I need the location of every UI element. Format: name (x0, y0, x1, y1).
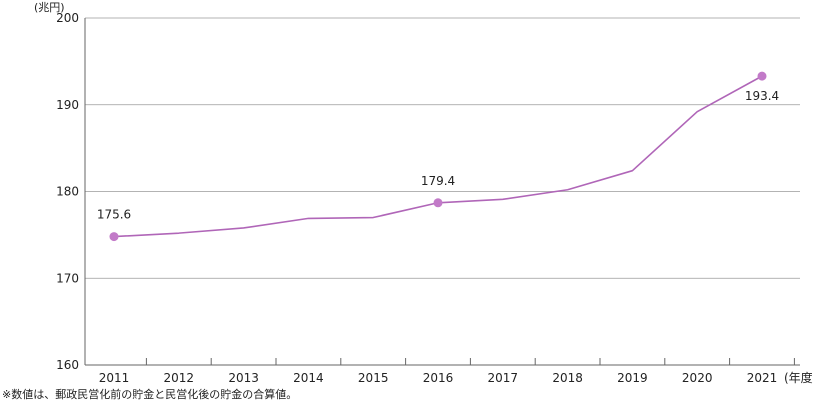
data-point-marker-2011 (109, 232, 119, 242)
x-tick-label-2018: 2018 (552, 371, 583, 385)
data-point-marker-2016 (433, 198, 443, 208)
x-tick-label-2019: 2019 (617, 371, 648, 385)
y-tick-label-190: 190 (56, 98, 79, 112)
data-point-marker-2021 (757, 71, 767, 81)
y-tick-label-170: 170 (56, 271, 79, 285)
x-tick-label-2012: 2012 (164, 371, 195, 385)
data-label-2016: 179.4 (421, 174, 455, 188)
x-tick-label-2014: 2014 (293, 371, 324, 385)
data-label-2011: 175.6 (97, 208, 131, 222)
y-unit-label: (兆円) (34, 1, 65, 14)
x-unit-label: (年度) (784, 370, 813, 385)
y-tick-label-160: 160 (56, 358, 79, 372)
gridlines (85, 17, 800, 279)
x-tick-label-2011: 2011 (99, 371, 130, 385)
series-line (113, 75, 763, 238)
y-tick-label-200: 200 (56, 11, 79, 25)
labels: 160 170 180 190 200 2011 2012 2013 2014 2015 2016 2… (34, 1, 813, 385)
x-tick-label-2021: 2021 (747, 371, 778, 385)
x-tick-label-2013: 2013 (228, 371, 259, 385)
x-tick-label-2016: 2016 (423, 371, 454, 385)
x-tick-label-2017: 2017 (488, 371, 519, 385)
data-label-2021: 193.4 (745, 89, 779, 103)
axes (84, 18, 800, 366)
footnote: ※数値は、郵政民営化前の貯金と民営化後の貯金の合算値。 (2, 388, 298, 401)
x-tick-label-2015: 2015 (358, 371, 389, 385)
markers (109, 71, 767, 242)
y-tick-label-180: 180 (56, 185, 79, 199)
x-tick-label-2020: 2020 (682, 371, 713, 385)
series-line-layer (113, 75, 763, 238)
